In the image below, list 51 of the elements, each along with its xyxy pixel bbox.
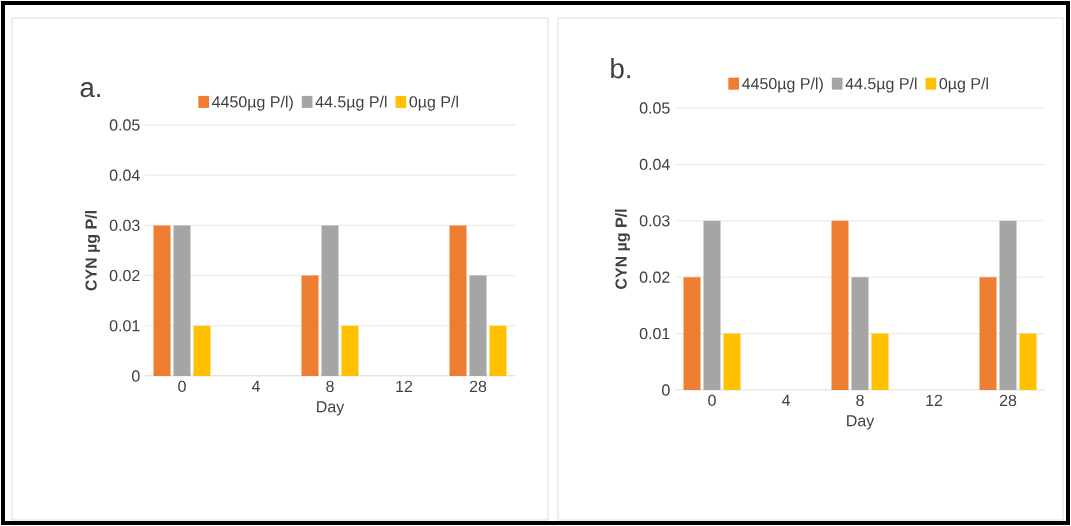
x-tick-label: 4 <box>781 394 790 406</box>
bar <box>469 275 487 376</box>
x-tick-label: 12 <box>396 380 413 392</box>
y-tick-label: 0.05 <box>639 102 670 114</box>
bar <box>341 325 359 376</box>
y-tick-label: 0 <box>132 370 140 382</box>
x-tick-label: 8 <box>326 380 334 393</box>
bar <box>173 225 191 376</box>
x-tick-label: 0 <box>178 380 186 393</box>
legend-label: 0µg P/l <box>939 77 988 93</box>
bar <box>871 333 889 390</box>
bar <box>1019 333 1037 390</box>
bar <box>831 220 849 390</box>
x-axis-title: Day <box>317 401 345 416</box>
bar <box>723 333 741 390</box>
y-axis-title: CYN µg P/l <box>85 211 100 291</box>
bar <box>999 220 1017 390</box>
x-tick-label: 28 <box>469 380 487 393</box>
y-tick-label: 0.04 <box>639 158 670 171</box>
y-tick-label: 0.02 <box>109 269 140 282</box>
x-axis-title: Day <box>847 415 875 430</box>
chart-title: a. <box>80 82 100 98</box>
bar <box>153 225 171 376</box>
bar <box>489 325 507 376</box>
bar <box>979 277 997 390</box>
legend-label: 0µg P/l <box>409 95 458 111</box>
y-tick-label: 0.05 <box>109 119 140 131</box>
x-tick-label: 4 <box>251 380 260 392</box>
legend-label: 4450µg P/l) <box>212 95 293 111</box>
y-tick-label: 0.03 <box>639 215 670 227</box>
y-tick-label: 0.01 <box>639 327 670 340</box>
x-tick-label: 28 <box>999 394 1017 407</box>
y-tick-label: 0.04 <box>109 169 140 181</box>
legend-label: 4450µg P/l) <box>742 77 823 93</box>
chart-title: b. <box>611 58 630 79</box>
legend-label: 44.5µg P/l <box>315 95 387 111</box>
y-axis-title: CYN µg P/l <box>615 209 630 289</box>
y-tick-label: 0.01 <box>109 320 140 332</box>
bar <box>301 275 319 376</box>
x-tick-label: 0 <box>708 394 716 407</box>
legend-label: 44.5µg P/l <box>845 77 917 93</box>
bar <box>193 325 211 376</box>
bar <box>321 225 339 376</box>
bar <box>449 225 467 376</box>
bar <box>683 277 701 390</box>
y-tick-label: 0.02 <box>639 271 670 283</box>
x-tick-label: 8 <box>856 394 864 407</box>
y-tick-label: 0.03 <box>109 219 140 232</box>
bar <box>703 220 721 390</box>
x-tick-label: 12 <box>926 394 943 406</box>
bar <box>851 277 869 390</box>
